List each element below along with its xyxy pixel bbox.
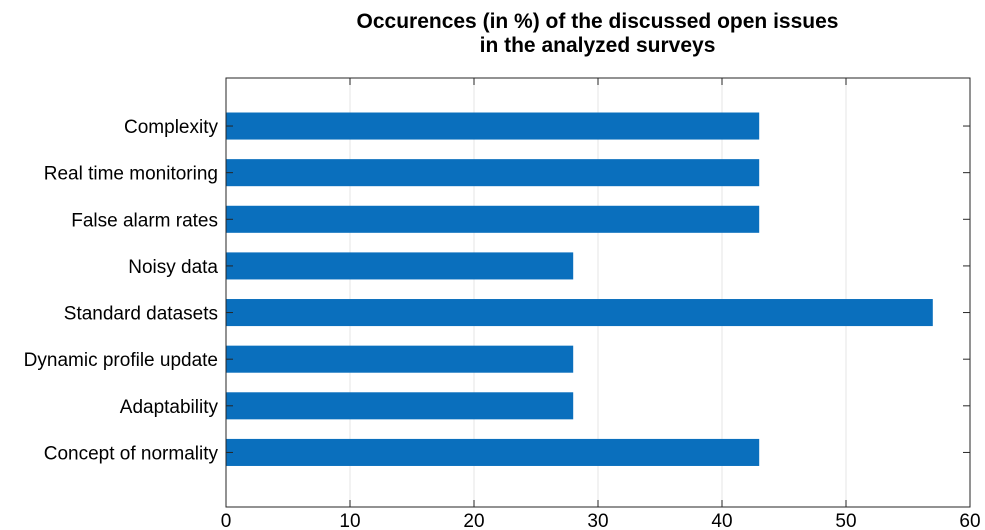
y-tick-label: Concept of normality (44, 443, 219, 464)
x-tick-label: 40 (711, 511, 732, 530)
chart-title-line-2: in the analyzed surveys (479, 34, 716, 57)
x-tick-label: 30 (587, 511, 608, 530)
y-tick-label: Noisy data (128, 257, 218, 278)
chart-title-line-1: Occurences (in %) of the discussed open … (356, 10, 839, 33)
tick-labels: 0 10 20 30 40 50 60 Complexity Real time monitor… (24, 117, 981, 530)
y-tick-label: Real time monitoring (44, 164, 218, 185)
y-tick-label: False alarm rates (71, 210, 218, 231)
y-tick-label: Standard datasets (64, 304, 218, 325)
x-tick-label: 50 (835, 511, 856, 530)
bar (226, 392, 574, 420)
y-tick-label: Complexity (124, 117, 218, 138)
bar (226, 112, 760, 140)
x-tick-label: 10 (339, 511, 360, 530)
bar (226, 252, 574, 280)
bar (226, 159, 760, 187)
bar (226, 438, 760, 466)
y-tick-label: Dynamic profile update (24, 350, 218, 371)
bar (226, 205, 760, 233)
grid-lines (349, 78, 847, 507)
bars (226, 112, 933, 466)
chart-title: Occurences (in %) of the discussed open … (225, 10, 970, 58)
bar (226, 345, 574, 373)
y-tick-label: Adaptability (120, 397, 219, 418)
axes (225, 77, 971, 508)
bar (226, 299, 933, 327)
x-tick-label: 20 (463, 511, 484, 530)
x-tick-label: 0 (221, 511, 232, 530)
x-tick-label: 60 (959, 511, 980, 530)
